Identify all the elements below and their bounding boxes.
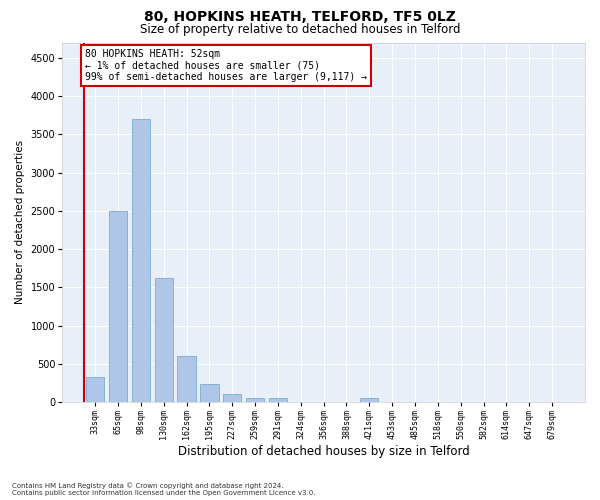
Bar — [269, 398, 287, 402]
Bar — [360, 398, 379, 402]
Bar — [246, 398, 264, 402]
Bar — [132, 119, 150, 402]
Text: Size of property relative to detached houses in Telford: Size of property relative to detached ho… — [140, 22, 460, 36]
Bar — [86, 377, 104, 402]
Bar — [178, 356, 196, 402]
Y-axis label: Number of detached properties: Number of detached properties — [15, 140, 25, 304]
Text: Contains HM Land Registry data © Crown copyright and database right 2024.: Contains HM Land Registry data © Crown c… — [12, 482, 284, 489]
Bar — [223, 394, 241, 402]
Text: Contains public sector information licensed under the Open Government Licence v3: Contains public sector information licen… — [12, 490, 316, 496]
Bar — [155, 278, 173, 402]
Text: 80 HOPKINS HEATH: 52sqm
← 1% of detached houses are smaller (75)
99% of semi-det: 80 HOPKINS HEATH: 52sqm ← 1% of detached… — [85, 48, 367, 82]
X-axis label: Distribution of detached houses by size in Telford: Distribution of detached houses by size … — [178, 444, 470, 458]
Bar — [200, 384, 218, 402]
Bar — [109, 211, 127, 402]
Text: 80, HOPKINS HEATH, TELFORD, TF5 0LZ: 80, HOPKINS HEATH, TELFORD, TF5 0LZ — [144, 10, 456, 24]
